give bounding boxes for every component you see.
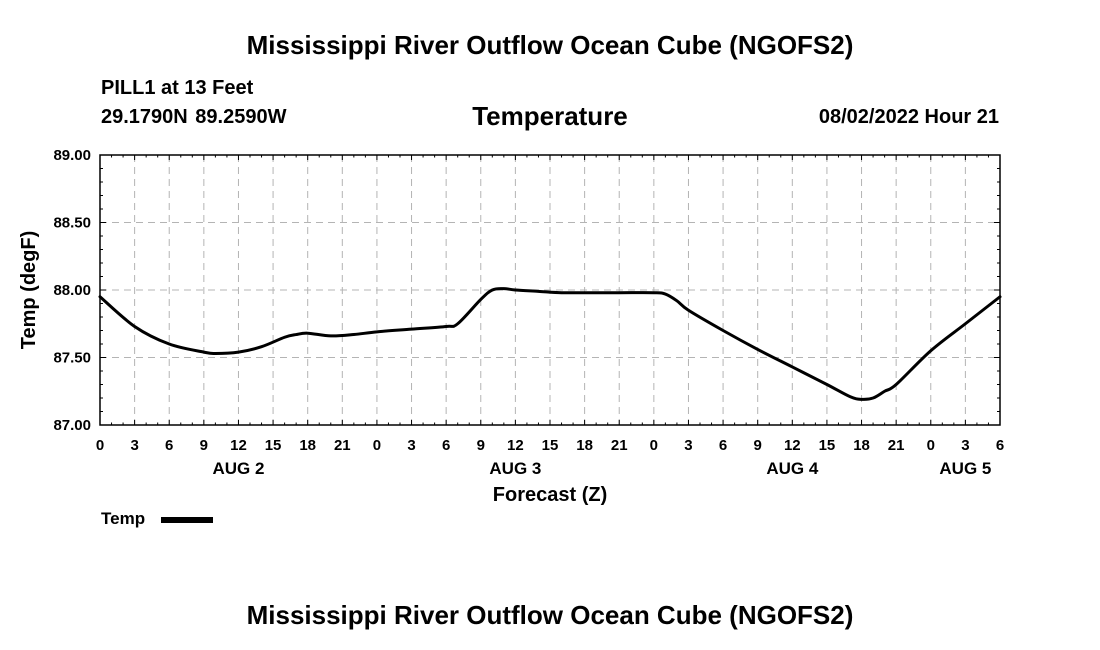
x-tick-label: 6 bbox=[996, 437, 1004, 454]
y-tick-label: 88.50 bbox=[53, 215, 91, 232]
x-tick-label: 3 bbox=[684, 437, 692, 454]
x-day-label: AUG 5 bbox=[939, 459, 991, 478]
footer-title: Mississippi River Outflow Ocean Cube (NG… bbox=[246, 600, 854, 630]
x-tick-label: 12 bbox=[230, 437, 247, 454]
x-tick-label: 15 bbox=[542, 437, 559, 454]
y-tick-label: 87.00 bbox=[53, 417, 91, 434]
forecast-datetime: 08/02/2022 Hour 21 bbox=[818, 106, 999, 128]
y-axis-tick-labels: 87.00 87.50 88.00 88.50 89.00 bbox=[53, 147, 91, 434]
x-tick-label: 6 bbox=[719, 437, 727, 454]
x-tick-label: 12 bbox=[507, 437, 524, 454]
x-tick-label: 9 bbox=[754, 437, 762, 454]
x-tick-label: 21 bbox=[611, 437, 628, 454]
y-axis-title: Temp (degF) bbox=[18, 231, 40, 350]
y-tick-label: 88.00 bbox=[53, 282, 91, 299]
x-tick-label: 18 bbox=[853, 437, 870, 454]
x-day-label: AUG 2 bbox=[212, 459, 264, 478]
x-day-label: AUG 3 bbox=[489, 459, 541, 478]
x-tick-label: 0 bbox=[373, 437, 381, 454]
x-tick-label: 0 bbox=[927, 437, 935, 454]
legend-label-temp: Temp bbox=[101, 509, 146, 528]
variable-title: Temperature bbox=[472, 101, 628, 131]
axis-ticks bbox=[99, 154, 1001, 426]
x-axis-title: Forecast (Z) bbox=[493, 484, 607, 506]
station-coordinates: 29.1790N 89.2590W bbox=[101, 106, 287, 128]
main-title: Mississippi River Outflow Ocean Cube (NG… bbox=[246, 30, 854, 60]
x-tick-label: 3 bbox=[961, 437, 969, 454]
x-tick-label: 21 bbox=[888, 437, 905, 454]
series-line-temp bbox=[98, 287, 1002, 401]
y-tick-label: 89.00 bbox=[53, 147, 91, 164]
grid-lines bbox=[100, 155, 1000, 425]
x-tick-label: 21 bbox=[334, 437, 351, 454]
x-tick-label: 15 bbox=[819, 437, 836, 454]
x-tick-label: 18 bbox=[299, 437, 316, 454]
x-tick-label: 6 bbox=[165, 437, 173, 454]
station-label: PILL1 at 13 Feet bbox=[101, 77, 254, 99]
x-tick-label: 15 bbox=[265, 437, 282, 454]
x-tick-label: 6 bbox=[442, 437, 450, 454]
x-tick-label: 12 bbox=[784, 437, 801, 454]
x-tick-label: 9 bbox=[200, 437, 208, 454]
y-tick-label: 87.50 bbox=[53, 350, 91, 367]
x-tick-label: 18 bbox=[576, 437, 593, 454]
x-tick-label: 3 bbox=[130, 437, 138, 454]
x-axis-tick-labels: 0 3 6 9 12 15 18 21 0 3 6 9 12 15 18 21 0 3 6 9 12 15 18 21 0 3 6 bbox=[96, 437, 1004, 454]
x-day-label: AUG 4 bbox=[766, 459, 819, 478]
x-tick-label: 0 bbox=[650, 437, 658, 454]
x-tick-label: 9 bbox=[477, 437, 485, 454]
x-axis-day-labels: AUG 2 AUG 3 AUG 4 AUG 5 bbox=[212, 459, 991, 478]
x-tick-label: 3 bbox=[407, 437, 415, 454]
legend-swatch-temp bbox=[161, 517, 213, 523]
x-tick-label: 0 bbox=[96, 437, 104, 454]
